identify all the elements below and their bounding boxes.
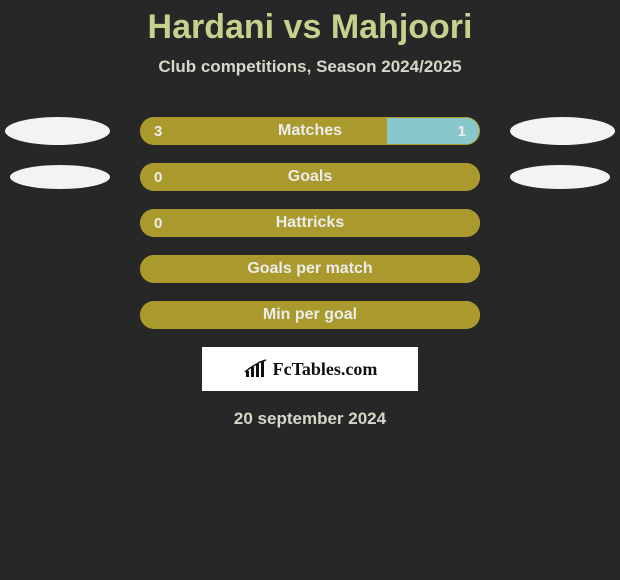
- watermark-text: FcTables.com: [273, 359, 378, 380]
- player-left-badge: [10, 165, 110, 189]
- title: Hardani vs Mahjoori: [0, 0, 620, 47]
- bar-label: Goals: [140, 168, 480, 186]
- subtitle: Club competitions, Season 2024/2025: [0, 57, 620, 77]
- bar-label: Matches: [140, 122, 480, 140]
- stat-row: 31Matches: [0, 117, 620, 145]
- stat-bar: 0Goals: [140, 163, 480, 191]
- bar-label: Hattricks: [140, 214, 480, 232]
- stat-bar: 31Matches: [140, 117, 480, 145]
- stat-row: Goals per match: [0, 255, 620, 283]
- stat-row: 0Goals: [0, 163, 620, 191]
- stat-row: Min per goal: [0, 301, 620, 329]
- player-left-badge: [5, 117, 110, 145]
- player-right-badge: [510, 117, 615, 145]
- bar-label: Goals per match: [140, 260, 480, 278]
- stat-bar: 0Hattricks: [140, 209, 480, 237]
- watermark-chart-icon: [243, 359, 269, 379]
- comparison-card: Hardani vs Mahjoori Club competitions, S…: [0, 0, 620, 580]
- watermark-badge: FcTables.com: [202, 347, 418, 391]
- bar-label: Min per goal: [140, 306, 480, 324]
- date-text: 20 september 2024: [0, 409, 620, 429]
- stat-bar: Min per goal: [140, 301, 480, 329]
- chart-area: 31Matches 0Goals 0Hattricks Goals per match…: [0, 117, 620, 329]
- stat-bar: Goals per match: [140, 255, 480, 283]
- stat-row: 0Hattricks: [0, 209, 620, 237]
- player-right-badge: [510, 165, 610, 189]
